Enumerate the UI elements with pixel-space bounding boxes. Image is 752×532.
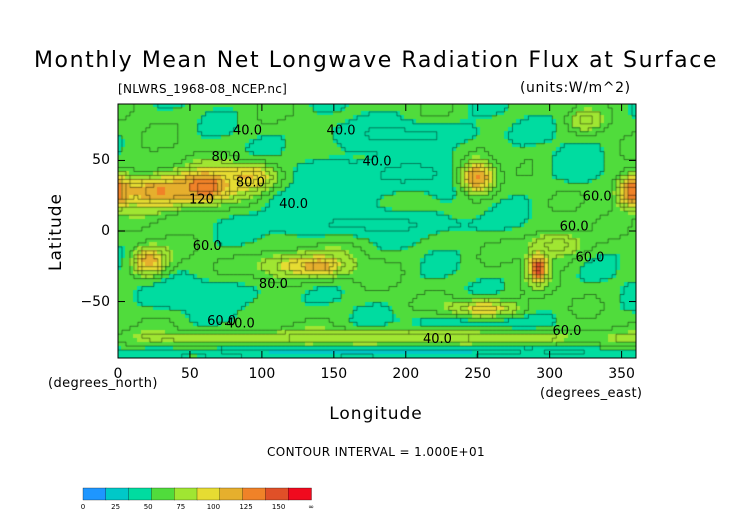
colorbar-swatch xyxy=(265,487,289,501)
chart-title: Monthly Mean Net Longwave Radiation Flux… xyxy=(33,48,719,73)
x-tick-label: 0 xyxy=(113,366,123,382)
x-tick-label: 100 xyxy=(248,366,276,382)
colorbar-tick-label: 0 xyxy=(80,503,86,511)
colorbar-tick-label: 125 xyxy=(239,503,253,511)
contour-interval: CONTOUR INTERVAL = 1.000E+01 xyxy=(266,445,486,459)
x-tick-label: 150 xyxy=(320,366,348,382)
y-unit-label: (degrees_north) xyxy=(48,376,158,391)
colorbar-tick-label: 50 xyxy=(143,503,153,511)
y-tick-label: 50 xyxy=(92,152,110,169)
colorbar-tick-label: 25 xyxy=(111,503,121,511)
chart-subtitle: [NLWRS_1968-08_NCEP.nc] xyxy=(118,82,288,96)
colorbar-swatch xyxy=(196,487,221,501)
colorbar-tick-label: 100 xyxy=(206,503,221,511)
x-tick-label: 250 xyxy=(464,366,492,382)
x-tick-label: 350 xyxy=(608,366,635,382)
x-unit-label: (degrees_east) xyxy=(540,386,643,401)
units-label: (units:W/m^2) xyxy=(520,80,631,96)
colorbar-swatch xyxy=(128,487,153,501)
colorbar-swatch xyxy=(242,487,267,501)
colorbar-tick-label: 150 xyxy=(271,503,286,511)
heatmap-plot xyxy=(118,104,636,358)
x-axis-label: Longitude xyxy=(329,404,423,424)
colorbar-swatch xyxy=(174,487,198,501)
x-tick-label: 200 xyxy=(392,366,420,382)
colorbar-swatch xyxy=(105,487,130,501)
y-tick-label: −50 xyxy=(80,293,110,310)
colorbar-swatch xyxy=(151,487,175,501)
colorbar-tick-label: ∞ xyxy=(308,503,315,511)
y-tick-label: 0 xyxy=(101,223,110,239)
colorbar-swatch xyxy=(82,487,107,501)
y-axis-label: Latitude xyxy=(46,193,66,271)
colorbar xyxy=(82,487,312,501)
colorbar-swatch xyxy=(219,487,244,501)
colorbar-tick-label: 75 xyxy=(176,503,186,511)
x-tick-label: 50 xyxy=(181,366,199,382)
colorbar-swatch xyxy=(288,487,312,501)
x-tick-label: 300 xyxy=(536,366,564,382)
